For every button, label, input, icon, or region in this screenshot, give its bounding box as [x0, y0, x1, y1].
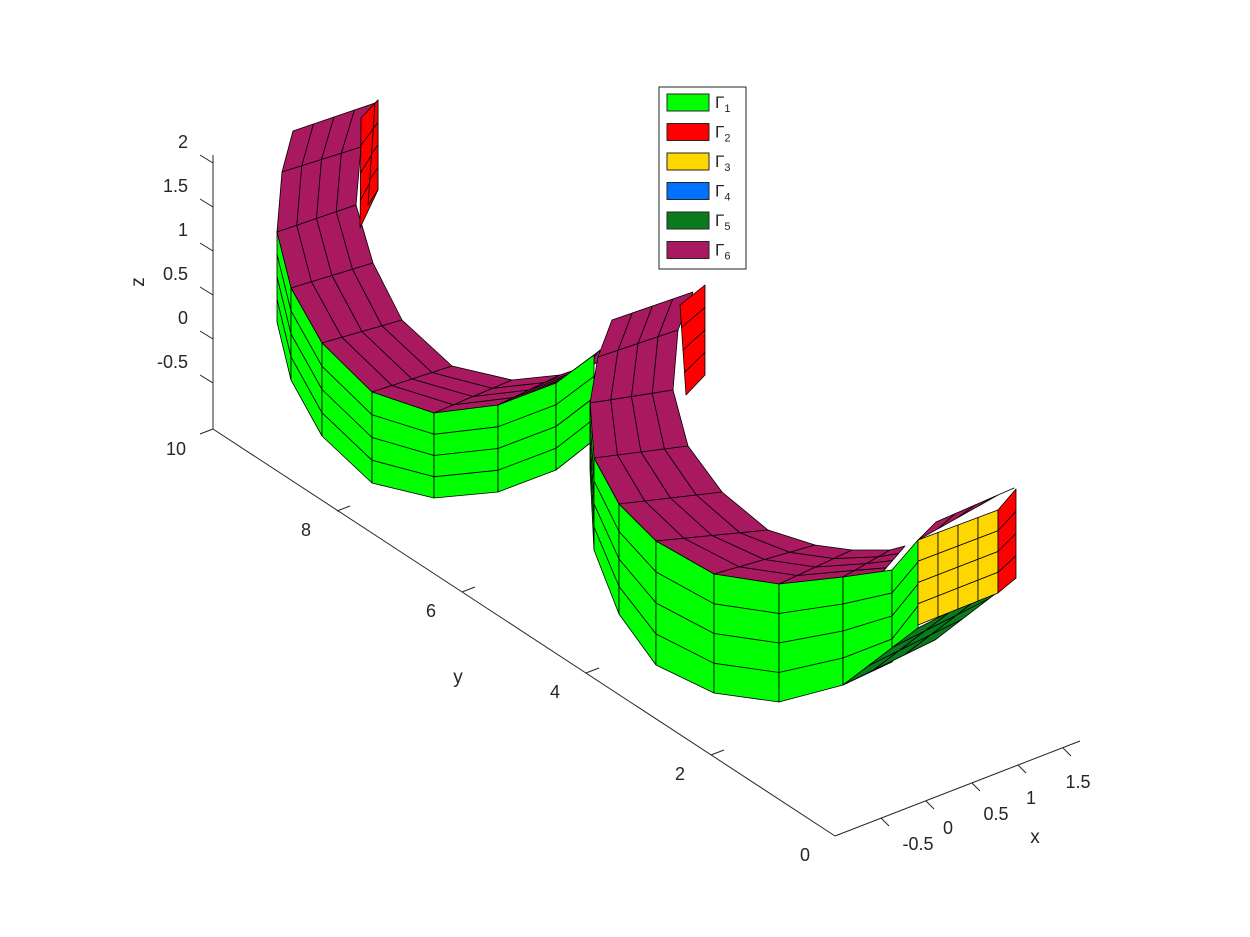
y-axis-line — [212, 428, 836, 837]
z-axis-label: z — [128, 277, 149, 287]
z-tick-label: 2 — [178, 132, 188, 152]
mesh-layer — [276, 99, 1017, 703]
legend-swatch — [666, 93, 710, 112]
x-tick-label: 1.5 — [1065, 772, 1090, 792]
x-tick-labels: -0.5 0 0.5 1 1.5 — [902, 772, 1090, 854]
legend-swatch — [666, 241, 710, 259]
surface-gamma6 — [977, 487, 1015, 507]
y-tick-labels: 10 8 6 4 2 0 — [166, 439, 810, 865]
y-tick-label: 6 — [426, 601, 436, 621]
axis-box — [199, 154, 1081, 837]
legend-swatch — [666, 123, 710, 141]
x-tick-label: 0.5 — [983, 804, 1008, 824]
x-tick-label: 1 — [1026, 788, 1036, 808]
x-axis-line — [834, 740, 1081, 837]
z-tick-label: 1 — [178, 220, 188, 240]
y-axis-label: y — [453, 667, 463, 688]
x-tick-label: 0 — [943, 818, 953, 838]
x-tick-label: -0.5 — [902, 834, 933, 854]
surface-gamma2 — [684, 352, 706, 396]
z-tick-label: 0 — [178, 308, 188, 328]
z-tick-label: 0.5 — [163, 264, 188, 284]
legend-box — [658, 86, 747, 270]
z-tick-label: -0.5 — [157, 352, 188, 372]
x-axis-label: x — [1030, 827, 1040, 848]
legend-swatch — [666, 182, 710, 200]
y-tick-label: 2 — [675, 764, 685, 784]
y-tick-label: 4 — [550, 682, 560, 702]
z-tick-labels: 2 1.5 1 0.5 0 -0.5 — [157, 132, 188, 372]
y-tick-label: 0 — [800, 845, 810, 865]
surface-gamma6 — [877, 545, 906, 558]
legend-swatch — [666, 152, 710, 171]
legend-swatch — [666, 211, 710, 230]
y-tick-label: 10 — [166, 439, 186, 459]
surface-gamma2 — [997, 555, 1017, 594]
y-tick-label: 8 — [301, 520, 311, 540]
z-tick-label: 1.5 — [163, 176, 188, 196]
surface-gamma2 — [367, 167, 379, 206]
